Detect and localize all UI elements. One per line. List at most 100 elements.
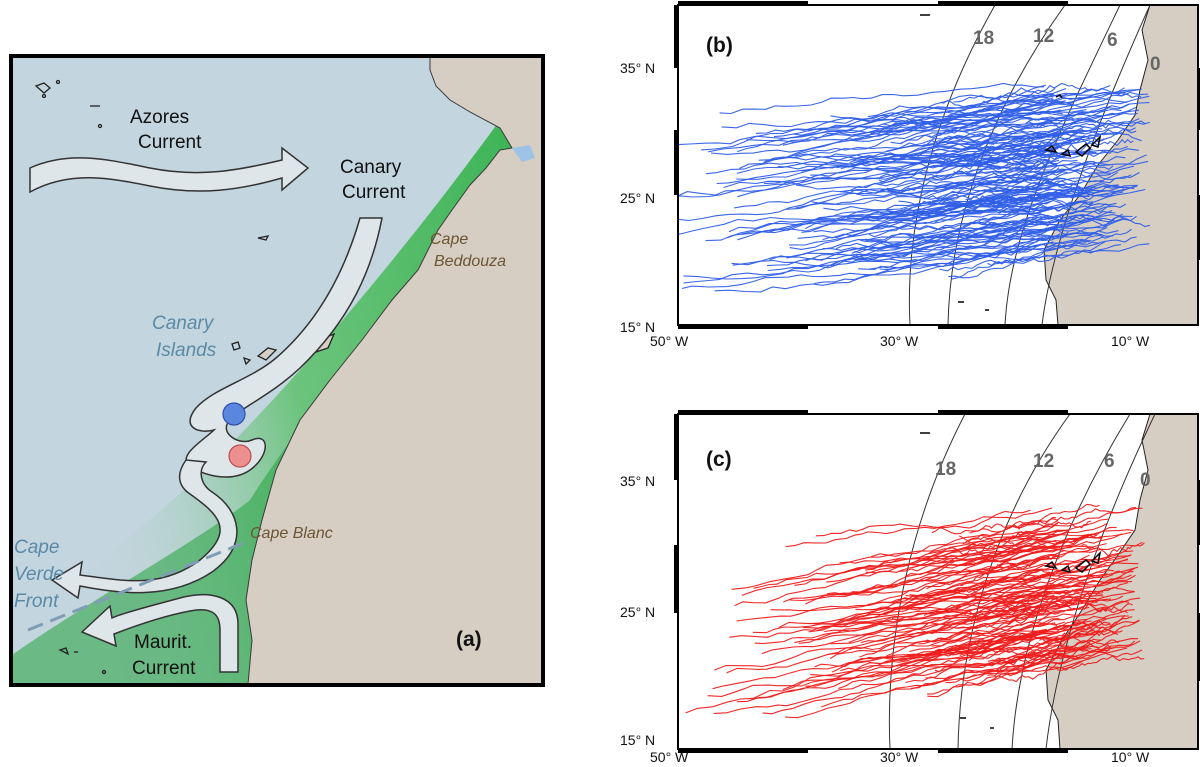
drifter-track <box>855 578 1056 611</box>
panel-b-frame-ticks <box>674 1 1200 329</box>
drifter-track <box>786 232 1103 259</box>
drifter-track <box>750 637 1058 700</box>
panel-a-frame <box>9 54 545 687</box>
panel-b-tracks <box>678 82 1150 293</box>
drifter-track <box>983 228 1132 259</box>
cape-beddouza-label-1: Cape <box>430 231 468 248</box>
drifter-track <box>1023 556 1111 577</box>
drifter-track <box>904 533 1123 577</box>
drifter-track <box>794 598 1112 644</box>
drifter-track <box>879 243 1150 271</box>
cape-verde-front-line <box>27 540 247 632</box>
drifter-track <box>822 219 1119 252</box>
drifter-track <box>1008 590 1099 625</box>
canary-current-arrow-south <box>50 459 238 600</box>
drifter-track <box>996 555 1060 570</box>
panel-c-xtick-50: 50° W <box>650 749 689 765</box>
canary-label-1: Canary <box>340 157 402 178</box>
panel-b-xtick-30: 30° W <box>880 333 919 349</box>
drifter-track <box>910 638 1139 689</box>
canary-label-2: Current <box>342 182 406 203</box>
maurit-label-2: Current <box>132 658 196 679</box>
drifter-track <box>839 529 1070 564</box>
drifter-track <box>755 84 1046 134</box>
drifter-track <box>821 639 1102 708</box>
drifter-track <box>905 647 1114 684</box>
drifter-track <box>885 194 1069 219</box>
drifter-track <box>839 550 1134 621</box>
drifter-track <box>754 594 1055 645</box>
drifter-track <box>860 592 1103 644</box>
drifter-track <box>865 522 1108 574</box>
panel-b-xtick-10: 10° W <box>1111 333 1150 349</box>
drifter-track <box>982 191 1124 206</box>
drifter-track <box>739 109 1062 169</box>
drifter-track <box>731 530 1070 590</box>
drifter-track <box>922 121 1150 146</box>
drifter-track <box>762 652 1038 715</box>
drifter-track <box>848 230 1119 261</box>
panel-b-islands <box>920 14 1102 311</box>
drifter-track <box>867 568 1043 606</box>
azores-label-1: Azores <box>130 107 189 128</box>
drifter-track <box>911 541 1143 569</box>
drifter-track <box>976 206 1108 227</box>
drifter-track <box>1052 614 1126 642</box>
drifter-track <box>835 549 1065 596</box>
drifter-track <box>801 202 1077 233</box>
drifter-track <box>770 554 1090 612</box>
drifter-track <box>868 233 1061 270</box>
drifter-track <box>858 236 1055 271</box>
drifter-track <box>1006 506 1137 529</box>
drifter-track <box>727 180 1105 239</box>
drifter-track <box>1015 161 1140 180</box>
panel-c-islands <box>920 432 1102 729</box>
drifter-track <box>823 165 1135 211</box>
cape-beddouza-label-2: Beddouza <box>434 253 506 270</box>
anticyclonic-eddy <box>222 402 246 426</box>
panel-b-contour-0: 0 <box>1150 54 1161 75</box>
drifter-track <box>860 202 1117 243</box>
africa-land <box>245 57 542 684</box>
drifter-track <box>920 533 1098 564</box>
drifter-track <box>951 240 1106 280</box>
drifter-track <box>918 595 1124 645</box>
drifter-track <box>946 126 1136 151</box>
panel-b-ytick-25: 25° N <box>620 190 655 206</box>
drifter-track <box>752 590 1053 634</box>
panel-c-ytick-35: 35° N <box>620 473 655 489</box>
drifter-track <box>840 621 1065 672</box>
drifter-track <box>926 112 1084 145</box>
panel-c-xtick-10: 10° W <box>1111 749 1150 765</box>
drifter-track <box>953 152 1069 174</box>
cape-blanc-label: Cape Blanc <box>250 525 333 542</box>
drifter-track <box>921 609 1135 656</box>
drifter-track <box>794 534 1055 586</box>
drifter-track <box>785 647 1128 719</box>
mauritanian-current-arrow <box>80 594 239 673</box>
panel-c-ytick-25: 25° N <box>620 604 655 620</box>
drifter-track <box>1056 655 1145 672</box>
panel-c-tracks <box>685 503 1145 719</box>
panel-b-label: (b) <box>706 34 733 57</box>
panel-b-ytick-35: 35° N <box>620 60 655 76</box>
drifter-track <box>723 151 1097 189</box>
drifter-track <box>884 139 1042 164</box>
drifter-track <box>788 188 1146 246</box>
drifter-track <box>789 544 1077 602</box>
drifter-track <box>795 160 1149 209</box>
drifter-track <box>921 594 1065 633</box>
drifter-track <box>824 591 1136 633</box>
drifter-track <box>910 154 1147 198</box>
drifter-track <box>879 186 1090 215</box>
drifter-track <box>1080 542 1145 557</box>
drifter-track <box>960 559 1036 586</box>
drifter-track <box>785 507 1053 548</box>
drifter-track <box>928 170 1068 181</box>
panel-b-contour-6: 6 <box>1107 30 1118 51</box>
drifter-track <box>681 241 1054 290</box>
drifter-track <box>931 606 1090 647</box>
panel-c-ytick-15: 15° N <box>620 732 655 748</box>
drifter-track <box>805 242 1052 263</box>
